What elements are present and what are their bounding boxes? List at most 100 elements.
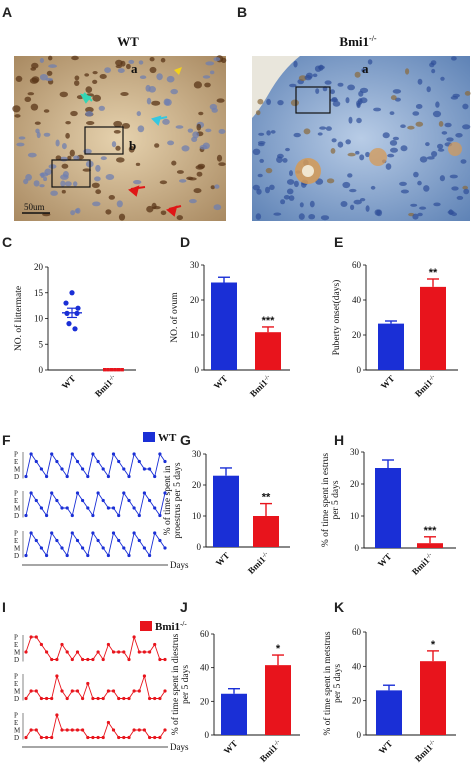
cell-nucleus — [324, 80, 332, 85]
panel-label-g: G — [180, 432, 191, 448]
cell-nucleus — [186, 176, 194, 180]
panel-c-tick-label: 5 — [39, 339, 44, 349]
cell-nucleus — [400, 124, 406, 128]
cell-nucleus — [214, 184, 220, 189]
cycle-ko-trace-point — [132, 689, 136, 693]
micrograph-wt-cells — [12, 55, 227, 221]
cell-nucleus — [160, 57, 166, 63]
cycle-wt-trace-point — [39, 506, 44, 510]
cell-nucleus — [34, 121, 41, 125]
cell-nucleus — [196, 171, 203, 177]
cycle-ko-trace-point — [137, 728, 141, 732]
cell-nucleus — [218, 129, 226, 134]
panel-c-tick-label: 10 — [34, 314, 44, 324]
cell-nucleus — [85, 111, 94, 117]
panel-g-y-label: % of time spent in — [162, 465, 173, 535]
panel-d-bar — [255, 332, 281, 370]
cell-nucleus — [16, 142, 25, 147]
cycle-wt-trace-point — [34, 498, 38, 503]
cycle-ko-stage-label: D — [14, 656, 19, 664]
cell-nucleus — [192, 131, 200, 139]
cell-nucleus — [256, 188, 262, 195]
cell-nucleus — [170, 88, 178, 95]
cycle-ko-trace-point — [111, 650, 116, 654]
cycle-wt-trace-point — [50, 491, 54, 495]
cycle-ko-trace-point — [163, 728, 167, 732]
cell-nucleus — [345, 139, 352, 145]
cell-nucleus — [441, 131, 448, 135]
cycle-ko-trace-point — [148, 650, 152, 654]
cell-nucleus — [181, 145, 190, 152]
cell-nucleus — [163, 98, 170, 106]
cycle-ko-trace-point — [106, 642, 110, 647]
cell-nucleus — [95, 164, 101, 172]
cycle-wt-trace-point — [65, 506, 69, 510]
panel-g-category-label: Bmi1-/- — [246, 550, 272, 576]
cycle-wt-trace-point — [127, 498, 131, 503]
cycle-wt-trace-point — [122, 546, 126, 550]
cell-nucleus — [257, 98, 264, 105]
panel-e-bar — [420, 286, 446, 370]
cell-nucleus — [116, 157, 125, 163]
cell-nucleus — [389, 140, 398, 146]
cell-nucleus — [431, 68, 436, 74]
cycle-wt-trace-point — [142, 546, 146, 550]
cell-nucleus — [213, 204, 222, 211]
cycle-ko-trace-point — [60, 642, 64, 647]
cycle-ko-trace-line — [25, 713, 166, 738]
cycle-ko-trace-point — [34, 689, 38, 693]
cycle-wt-trace-point — [122, 467, 126, 471]
cycle-wt-trace-point — [75, 538, 80, 543]
cycle-wt-trace-point — [137, 513, 141, 518]
cell-nucleus — [145, 84, 151, 92]
micrograph-wt-box-b — [84, 126, 124, 155]
panel-j-tick-label: 20 — [200, 696, 210, 706]
cell-nucleus — [73, 155, 80, 160]
cycle-ko-trace-point — [96, 735, 100, 740]
cell-nucleus — [149, 66, 157, 74]
cell-nucleus — [154, 143, 160, 148]
cell-nucleus — [452, 93, 460, 98]
cell-nucleus — [120, 92, 129, 96]
cell-nucleus — [312, 73, 318, 78]
cell-nucleus — [330, 148, 336, 154]
panel-g-significance: ** — [262, 492, 271, 504]
cell-nucleus — [337, 82, 344, 87]
cell-nucleus — [175, 125, 184, 129]
cycle-wt-trace-point — [101, 498, 105, 503]
cycle-wt-trace-point — [96, 491, 100, 495]
panel-h-category-label: Bmi1-/- — [410, 551, 436, 577]
cell-nucleus — [167, 140, 175, 146]
cell-nucleus — [303, 128, 311, 135]
panel-g-y-label: proestrus per 5 days — [173, 462, 183, 539]
panel-k-tick-label: 40 — [352, 661, 362, 671]
cycle-ko-trace-point — [91, 735, 95, 740]
cell-nucleus — [356, 117, 362, 124]
cycle-wt-trace-point — [158, 513, 162, 518]
micrograph-wt-title: WT — [117, 34, 139, 49]
panel-h-y-label: % of time spent in estrus — [320, 453, 331, 547]
cell-nucleus — [354, 71, 361, 78]
cell-nucleus — [317, 65, 325, 70]
panel-g-tick-label: 10 — [192, 511, 202, 521]
cell-nucleus — [39, 74, 48, 81]
cell-nucleus — [115, 64, 123, 69]
cell-nucleus — [43, 176, 48, 182]
cell-nucleus — [259, 158, 265, 163]
cell-nucleus — [464, 91, 471, 96]
cell-nucleus — [67, 155, 72, 160]
panel-e-bar — [378, 323, 404, 370]
cell-nucleus — [151, 100, 161, 106]
cell-nucleus — [92, 71, 98, 75]
cell-nucleus — [46, 70, 53, 76]
cell-nucleus — [204, 82, 211, 88]
cell-nucleus — [113, 120, 123, 128]
cycle-ko-trace-point — [55, 674, 59, 678]
cell-nucleus — [405, 68, 410, 75]
cell-nucleus — [74, 80, 80, 86]
cell-nucleus — [410, 203, 418, 207]
panel-c-category-label: WT — [60, 373, 78, 391]
cell-nucleus — [82, 168, 92, 172]
cell-nucleus — [440, 76, 445, 81]
